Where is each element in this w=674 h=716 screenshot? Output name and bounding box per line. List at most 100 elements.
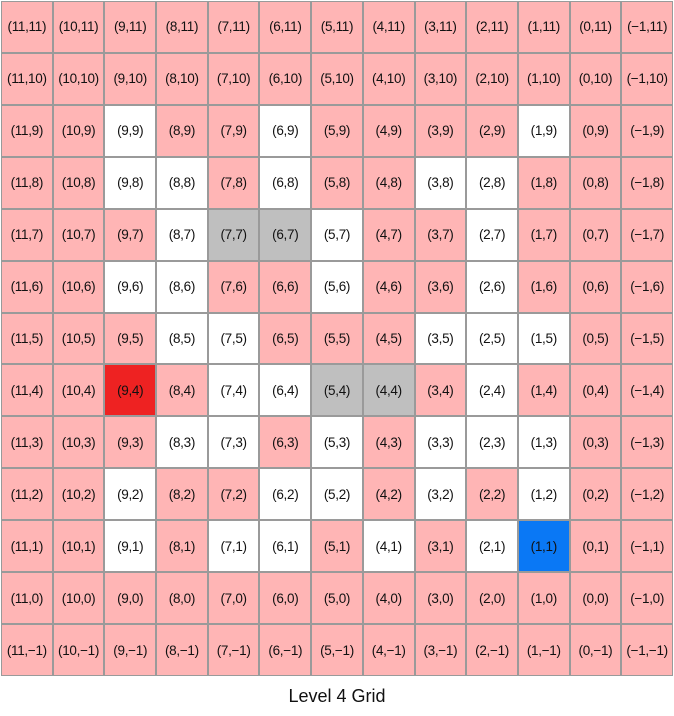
grid-cell-white[interactable]: (7,3) bbox=[208, 417, 259, 468]
grid-cell-pink[interactable]: (5,9) bbox=[312, 105, 362, 156]
grid-cell-pink[interactable]: (5,8) bbox=[312, 157, 362, 208]
grid-cell-pink[interactable]: (10,8) bbox=[53, 157, 104, 208]
grid-cell-pink[interactable]: (7,9) bbox=[208, 105, 259, 156]
grid-cell-pink[interactable]: (10,2) bbox=[53, 469, 104, 520]
grid-cell-pink[interactable]: (7,2) bbox=[208, 469, 259, 520]
grid-cell-pink[interactable]: (10,9) bbox=[53, 105, 104, 156]
grid-cell-pink[interactable]: (1,7) bbox=[518, 209, 569, 260]
grid-cell-pink[interactable]: (2,−1) bbox=[467, 625, 517, 675]
grid-cell-pink[interactable]: (2,2) bbox=[467, 469, 517, 520]
grid-cell-pink[interactable]: (−1,1) bbox=[622, 521, 672, 572]
grid-cell-pink[interactable]: (6,6) bbox=[260, 261, 311, 312]
grid-cell-pink[interactable]: (2,9) bbox=[467, 105, 517, 156]
grid-cell-white[interactable]: (3,5) bbox=[415, 313, 466, 364]
grid-cell-white[interactable]: (3,8) bbox=[415, 157, 466, 208]
grid-cell-pink[interactable]: (7,6) bbox=[208, 261, 259, 312]
grid-cell-pink[interactable]: (−1,3) bbox=[622, 417, 672, 468]
grid-cell-white[interactable]: (2,1) bbox=[467, 521, 517, 572]
grid-cell-pink[interactable]: (10,6) bbox=[53, 261, 104, 312]
grid-cell-white[interactable]: (2,5) bbox=[467, 313, 517, 364]
grid-cell-white[interactable]: (6,4) bbox=[260, 365, 311, 416]
grid-cell-pink[interactable]: (−1,−1) bbox=[622, 625, 672, 675]
grid-cell-pink[interactable]: (11,4) bbox=[2, 365, 52, 416]
grid-cell-pink[interactable]: (4,10) bbox=[363, 53, 414, 104]
grid-cell-white[interactable]: (6,2) bbox=[260, 469, 311, 520]
grid-cell-pink[interactable]: (5,0) bbox=[312, 573, 362, 624]
grid-cell-pink[interactable]: (7,0) bbox=[208, 573, 259, 624]
grid-cell-pink[interactable]: (11,8) bbox=[2, 157, 52, 208]
grid-cell-white[interactable]: (5,6) bbox=[312, 261, 362, 312]
grid-cell-pink[interactable]: (1,10) bbox=[518, 53, 569, 104]
grid-cell-white[interactable]: (9,9) bbox=[105, 105, 156, 156]
grid-cell-white[interactable]: (6,8) bbox=[260, 157, 311, 208]
grid-cell-pink[interactable]: (−1,9) bbox=[622, 105, 672, 156]
grid-cell-pink[interactable]: (7,−1) bbox=[208, 625, 259, 675]
grid-cell-pink[interactable]: (3,0) bbox=[415, 573, 466, 624]
grid-cell-pink[interactable]: (0,6) bbox=[570, 261, 621, 312]
grid-cell-pink[interactable]: (−1,10) bbox=[622, 53, 672, 104]
grid-cell-white[interactable]: (5,2) bbox=[312, 469, 362, 520]
grid-cell-pink[interactable]: (0,3) bbox=[570, 417, 621, 468]
grid-cell-pink[interactable]: (2,10) bbox=[467, 53, 517, 104]
grid-cell-pink[interactable]: (1,6) bbox=[518, 261, 569, 312]
grid-cell-white[interactable]: (2,4) bbox=[467, 365, 517, 416]
grid-cell-pink[interactable]: (0,−1) bbox=[570, 625, 621, 675]
grid-cell-white[interactable]: (1,2) bbox=[518, 469, 569, 520]
grid-cell-pink[interactable]: (−1,4) bbox=[622, 365, 672, 416]
grid-cell-pink[interactable]: (−1,7) bbox=[622, 209, 672, 260]
grid-cell-pink[interactable]: (11,10) bbox=[2, 53, 52, 104]
grid-cell-gray[interactable]: (7,7) bbox=[208, 209, 259, 260]
grid-cell-pink[interactable]: (−1,5) bbox=[622, 313, 672, 364]
grid-cell-pink[interactable]: (6,0) bbox=[260, 573, 311, 624]
grid-cell-pink[interactable]: (4,3) bbox=[363, 417, 414, 468]
grid-cell-pink[interactable]: (4,6) bbox=[363, 261, 414, 312]
grid-cell-pink[interactable]: (11,9) bbox=[2, 105, 52, 156]
grid-cell-pink[interactable]: (11,1) bbox=[2, 521, 52, 572]
grid-cell-pink[interactable]: (0,1) bbox=[570, 521, 621, 572]
grid-cell-pink[interactable]: (4,0) bbox=[363, 573, 414, 624]
grid-cell-white[interactable]: (4,1) bbox=[363, 521, 414, 572]
grid-cell-white[interactable]: (5,3) bbox=[312, 417, 362, 468]
grid-cell-pink[interactable]: (11,0) bbox=[2, 573, 52, 624]
grid-cell-pink[interactable]: (4,2) bbox=[363, 469, 414, 520]
grid-cell-pink[interactable]: (3,7) bbox=[415, 209, 466, 260]
grid-cell-pink[interactable]: (3,−1) bbox=[415, 625, 466, 675]
grid-cell-white[interactable]: (3,2) bbox=[415, 469, 466, 520]
grid-cell-white[interactable]: (8,8) bbox=[157, 157, 207, 208]
grid-cell-pink[interactable]: (10,4) bbox=[53, 365, 104, 416]
grid-cell-pink[interactable]: (0,2) bbox=[570, 469, 621, 520]
grid-cell-pink[interactable]: (9,7) bbox=[105, 209, 156, 260]
grid-cell-pink[interactable]: (10,7) bbox=[53, 209, 104, 260]
grid-cell-white[interactable]: (7,4) bbox=[208, 365, 259, 416]
grid-cell-pink[interactable]: (10,5) bbox=[53, 313, 104, 364]
grid-cell-gray[interactable]: (6,7) bbox=[260, 209, 311, 260]
grid-cell-pink[interactable]: (−1,2) bbox=[622, 469, 672, 520]
grid-cell-pink[interactable]: (9,0) bbox=[105, 573, 156, 624]
grid-cell-pink[interactable]: (7,8) bbox=[208, 157, 259, 208]
grid-cell-white[interactable]: (8,3) bbox=[157, 417, 207, 468]
grid-cell-pink[interactable]: (8,0) bbox=[157, 573, 207, 624]
grid-cell-white[interactable]: (2,6) bbox=[467, 261, 517, 312]
grid-cell-pink[interactable]: (8,10) bbox=[157, 53, 207, 104]
grid-cell-pink[interactable]: (8,−1) bbox=[157, 625, 207, 675]
grid-cell-red[interactable]: (9,4) bbox=[105, 365, 156, 416]
grid-cell-pink[interactable]: (9,5) bbox=[105, 313, 156, 364]
grid-cell-pink[interactable]: (10,0) bbox=[53, 573, 104, 624]
grid-cell-pink[interactable]: (1,8) bbox=[518, 157, 569, 208]
grid-cell-white[interactable]: (5,7) bbox=[312, 209, 362, 260]
grid-cell-pink[interactable]: (0,5) bbox=[570, 313, 621, 364]
grid-cell-pink[interactable]: (7,10) bbox=[208, 53, 259, 104]
grid-cell-white[interactable]: (6,9) bbox=[260, 105, 311, 156]
grid-cell-pink[interactable]: (−1,11) bbox=[622, 2, 672, 52]
grid-cell-white[interactable]: (6,1) bbox=[260, 521, 311, 572]
grid-cell-white[interactable]: (7,5) bbox=[208, 313, 259, 364]
grid-cell-white[interactable]: (8,6) bbox=[157, 261, 207, 312]
grid-cell-white[interactable]: (9,8) bbox=[105, 157, 156, 208]
grid-cell-pink[interactable]: (0,10) bbox=[570, 53, 621, 104]
grid-cell-pink[interactable]: (6,−1) bbox=[260, 625, 311, 675]
grid-cell-white[interactable]: (1,3) bbox=[518, 417, 569, 468]
grid-cell-pink[interactable]: (4,9) bbox=[363, 105, 414, 156]
grid-cell-pink[interactable]: (−1,8) bbox=[622, 157, 672, 208]
grid-cell-pink[interactable]: (9,11) bbox=[105, 2, 156, 52]
grid-cell-pink[interactable]: (4,5) bbox=[363, 313, 414, 364]
